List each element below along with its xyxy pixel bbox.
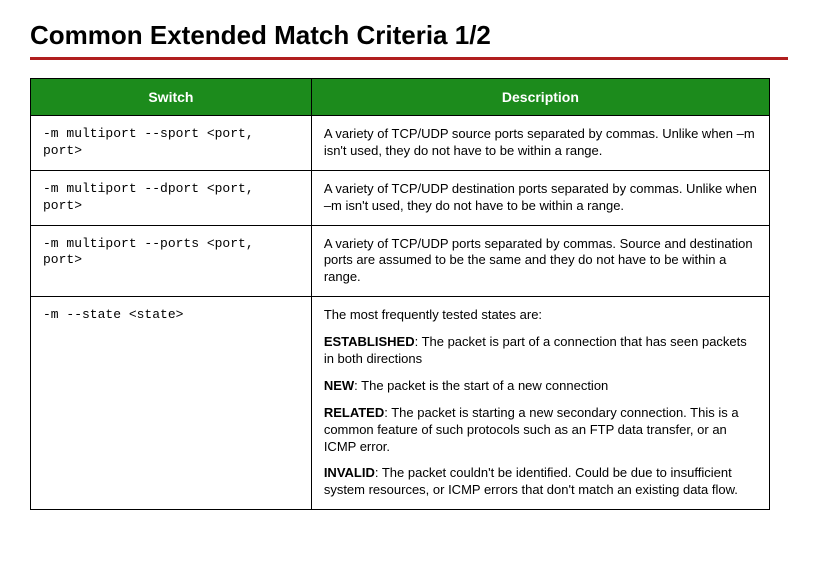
- table-row: -m multiport --dport <port, port> A vari…: [31, 170, 770, 225]
- description-cell: The most frequently tested states are: E…: [311, 297, 769, 510]
- state-item: INVALID: The packet couldn't be identifi…: [324, 465, 757, 499]
- state-intro: The most frequently tested states are:: [324, 307, 757, 324]
- table-row: -m multiport --sport <port, port> A vari…: [31, 116, 770, 171]
- state-name: INVALID: [324, 465, 375, 480]
- column-header-switch: Switch: [31, 79, 312, 116]
- match-criteria-table-wrap: Switch Description -m multiport --sport …: [30, 78, 788, 510]
- state-text: : The packet is the start of a new conne…: [354, 378, 608, 393]
- state-text: : The packet is starting a new secondary…: [324, 405, 739, 454]
- state-item: NEW: The packet is the start of a new co…: [324, 378, 757, 395]
- state-text: : The packet couldn't be identified. Cou…: [324, 465, 738, 497]
- column-header-description: Description: [311, 79, 769, 116]
- state-name: NEW: [324, 378, 354, 393]
- state-item: ESTABLISHED: The packet is part of a con…: [324, 334, 757, 368]
- switch-cell: -m --state <state>: [31, 297, 312, 510]
- state-item: RELATED: The packet is starting a new se…: [324, 405, 757, 456]
- switch-cell: -m multiport --dport <port, port>: [31, 170, 312, 225]
- description-cell: A variety of TCP/UDP source ports separa…: [311, 116, 769, 171]
- switch-cell: -m multiport --sport <port, port>: [31, 116, 312, 171]
- page-title: Common Extended Match Criteria 1/2: [30, 20, 788, 60]
- state-name: RELATED: [324, 405, 384, 420]
- switch-cell: -m multiport --ports <port, port>: [31, 225, 312, 297]
- table-row: -m --state <state> The most frequently t…: [31, 297, 770, 510]
- description-cell: A variety of TCP/UDP ports separated by …: [311, 225, 769, 297]
- state-name: ESTABLISHED: [324, 334, 415, 349]
- match-criteria-table: Switch Description -m multiport --sport …: [30, 78, 770, 510]
- description-cell: A variety of TCP/UDP destination ports s…: [311, 170, 769, 225]
- table-row: -m multiport --ports <port, port> A vari…: [31, 225, 770, 297]
